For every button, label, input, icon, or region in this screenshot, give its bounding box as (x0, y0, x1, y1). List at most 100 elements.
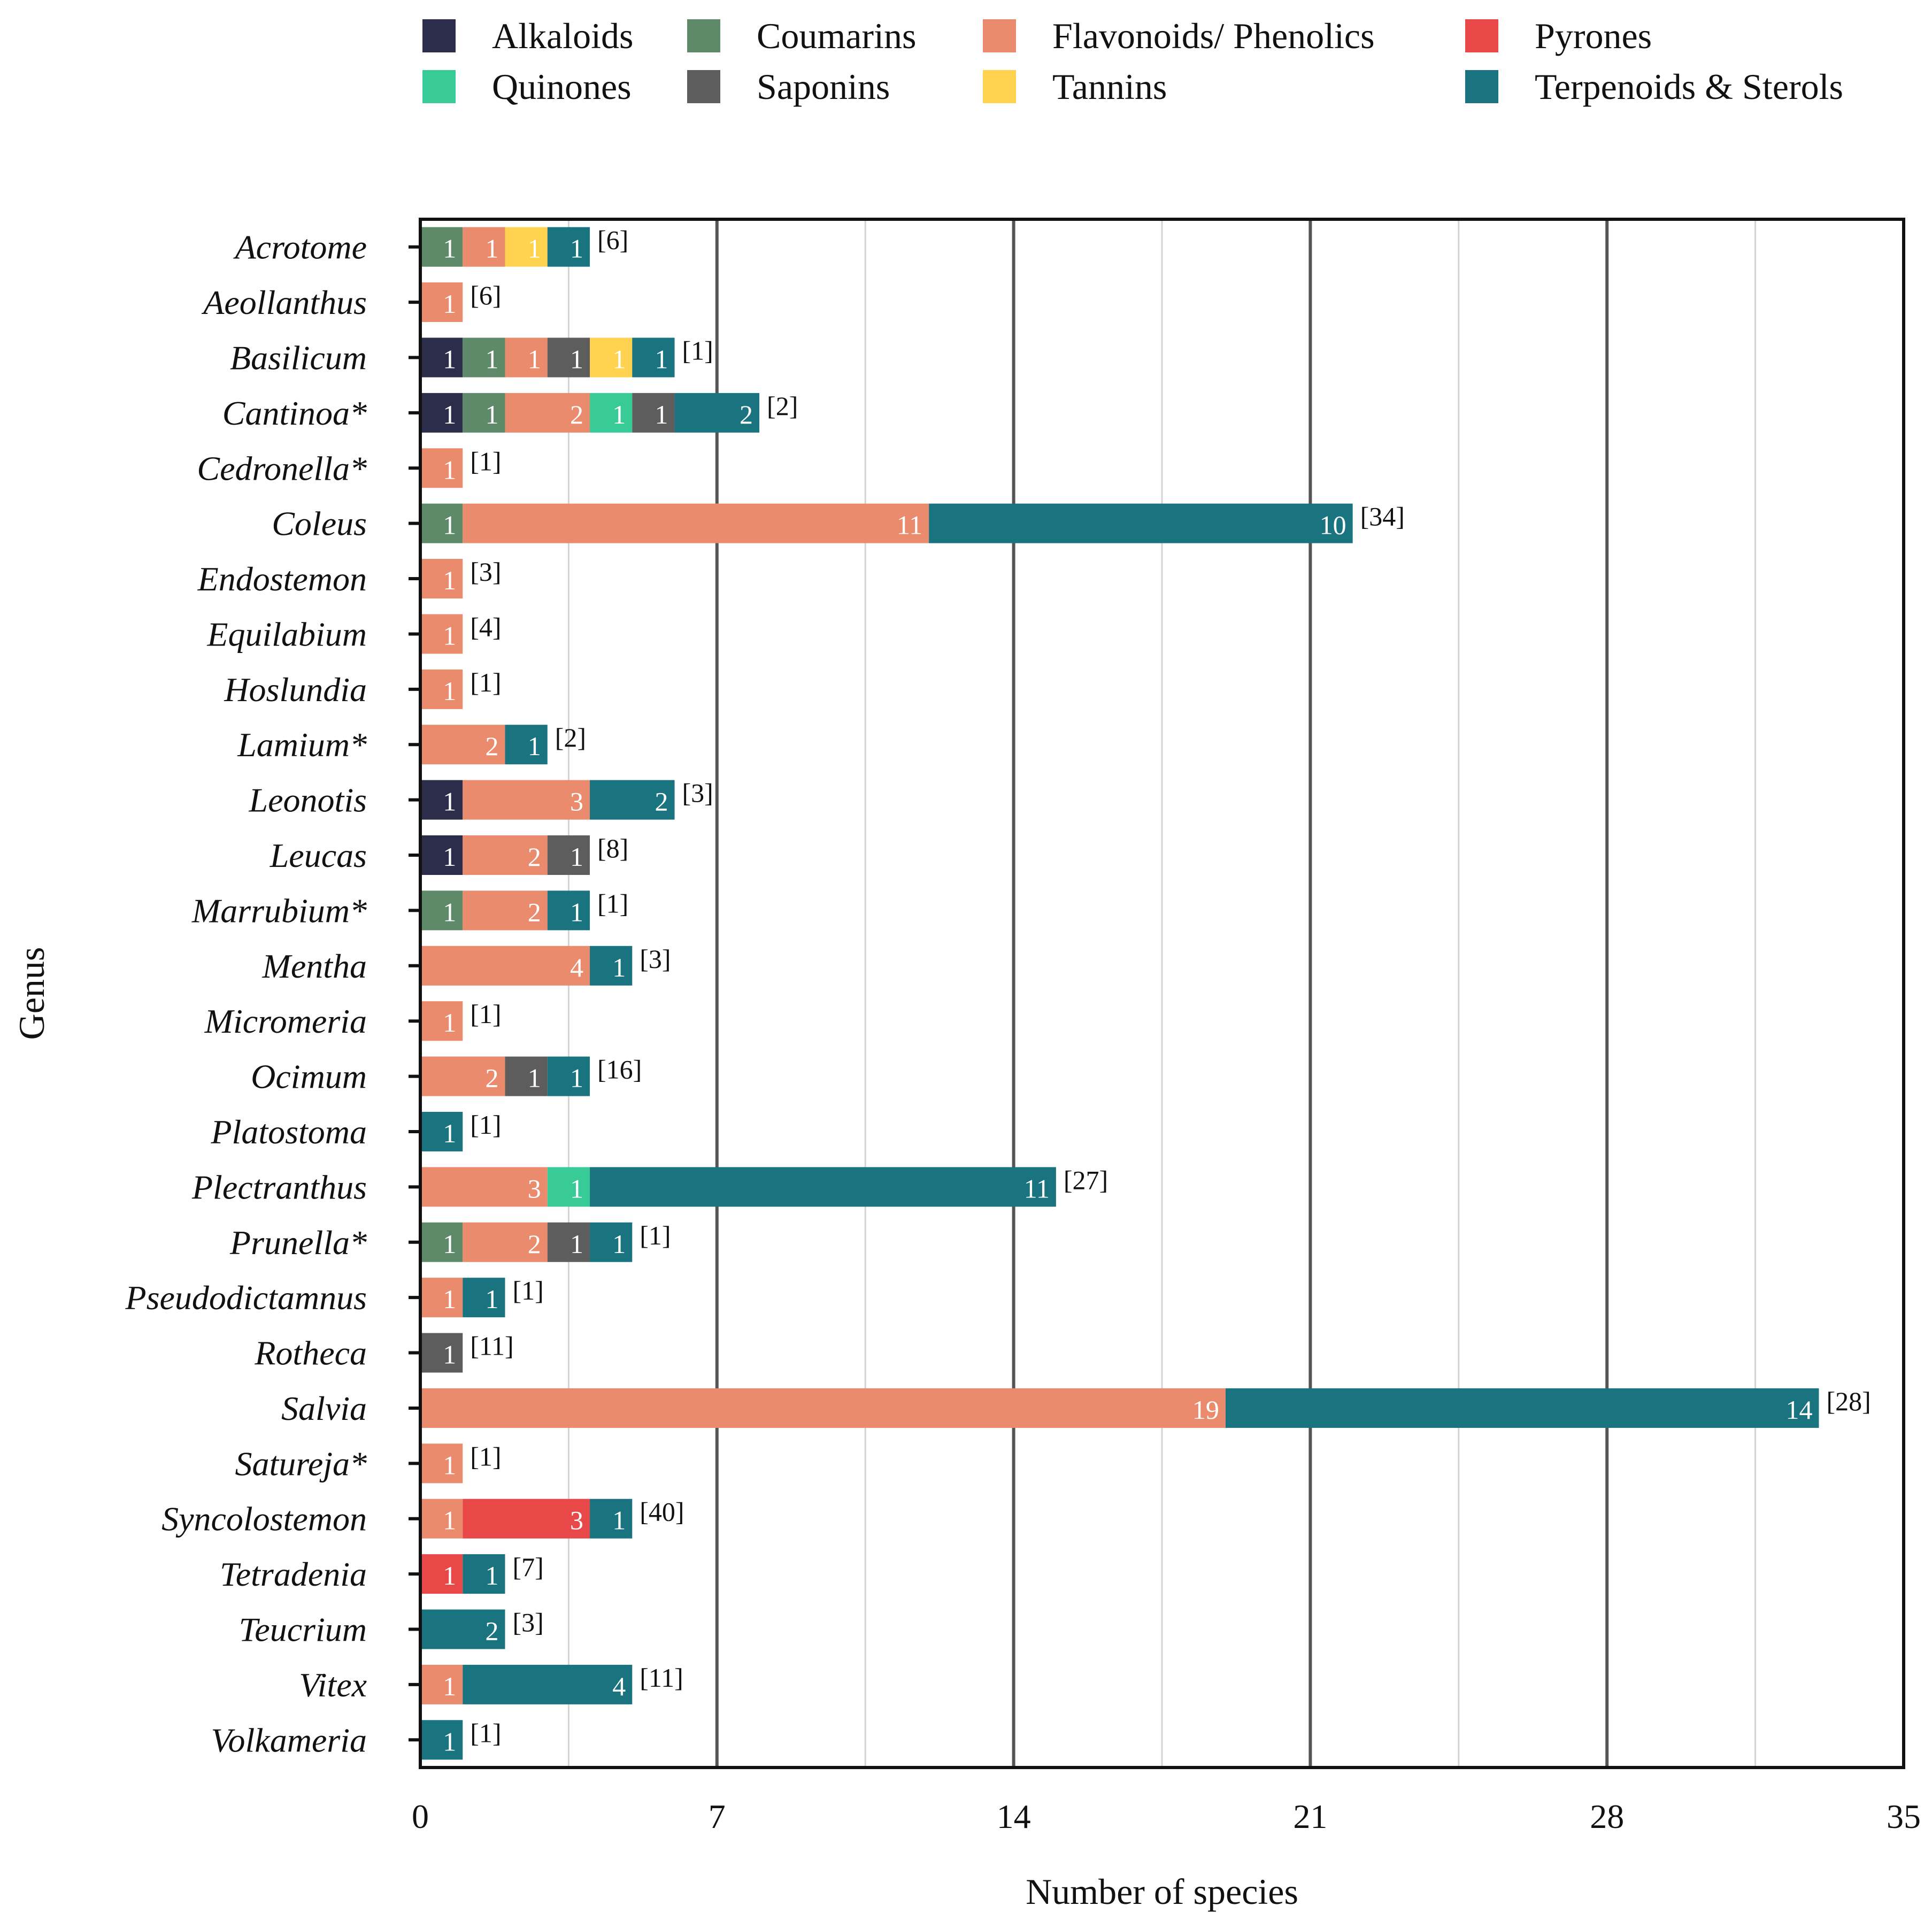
segment-value-label: 2 (528, 1229, 541, 1259)
legend-swatch (1465, 70, 1498, 103)
reference-label: [1] (682, 335, 713, 365)
segment-value-label: 1 (486, 1284, 499, 1314)
bar-segment-saponins (632, 393, 675, 433)
bar-segment-terpenoids-sterols (420, 1609, 505, 1649)
segment-value-label: 2 (486, 1063, 499, 1093)
segment-value-label: 2 (528, 842, 541, 872)
reference-label: [7] (513, 1552, 544, 1582)
bar-segment-terpenoids-sterols (463, 1664, 633, 1704)
legend-item-pyrones: Pyrones (1465, 16, 1652, 56)
x-tick-label: 0 (412, 1797, 429, 1835)
segment-value-label: 1 (443, 1505, 456, 1535)
y-tick-label-volkameria: Volkameria (211, 1721, 367, 1759)
segment-value-label: 1 (443, 1340, 456, 1370)
bar-segment-tannins (505, 227, 548, 267)
legend-label: Coumarins (757, 16, 916, 56)
bar-segment-flavonoids-phenolics (463, 227, 505, 267)
y-tick-label-acrotome: Acrotome (233, 228, 367, 266)
bar-row-tetradenia: 1 1 [7] (420, 1552, 544, 1594)
segment-value-label: 2 (740, 399, 753, 429)
bar-row-acrotome: 1 1 1 1 [6] (420, 225, 628, 267)
bar-segment-flavonoids-phenolics (420, 946, 590, 986)
bar-segment-coumarins (420, 1222, 463, 1262)
segment-value-label: 1 (443, 565, 456, 595)
x-tick-label: 7 (709, 1797, 726, 1835)
bar-segment-terpenoids-sterols (505, 725, 548, 765)
legend-swatch (983, 70, 1016, 103)
x-tick-label: 28 (1590, 1797, 1624, 1835)
y-tick-label-micromeria: Micromeria (204, 1002, 367, 1040)
segment-value-label: 1 (486, 399, 499, 429)
y-tick-label-satureja: Satureja* (235, 1444, 367, 1482)
reference-label: [1] (470, 1110, 501, 1140)
bar-segment-quinones (590, 393, 633, 433)
bar-row-teucrium: 2 [3] (420, 1608, 544, 1649)
segment-value-label: 3 (570, 787, 583, 817)
bar-segment-saponins (547, 835, 590, 875)
y-tick-label-equilabium: Equilabium (206, 615, 367, 653)
bar-segment-flavonoids-phenolics (420, 1056, 505, 1096)
segment-value-label: 11 (897, 510, 922, 540)
bar-row-cedronella: 1 [1] (420, 446, 502, 488)
y-tick-label-leonotis: Leonotis (249, 781, 367, 819)
legend-swatch (422, 19, 456, 52)
bar-row-aeollanthus: 1 [6] (420, 280, 502, 322)
bar-row-hoslundia: 1 [1] (420, 667, 502, 709)
bar-segment-terpenoids-sterols (632, 337, 675, 378)
bar-row-leonotis: 1 3 2 [3] (420, 778, 713, 820)
bar-row-coleus: 1 11 10 [34] (420, 502, 1405, 543)
y-tick-label-vitex: Vitex (299, 1666, 367, 1704)
reference-label: [34] (1360, 502, 1405, 532)
segment-value-label: 1 (443, 897, 456, 927)
segment-value-label: 1 (570, 234, 583, 264)
segment-value-label: 3 (528, 1173, 541, 1203)
bar-segment-flavonoids-phenolics (420, 1664, 463, 1704)
segment-value-label: 1 (486, 234, 499, 264)
reference-label: [1] (470, 1441, 501, 1471)
bar-segment-flavonoids-phenolics (420, 448, 463, 488)
bar-segment-flavonoids-phenolics (420, 669, 463, 709)
bar-segment-flavonoids-phenolics (463, 1222, 548, 1262)
segment-value-label: 1 (570, 1063, 583, 1093)
segment-value-label: 1 (443, 676, 456, 706)
reference-label: [3] (513, 1608, 544, 1638)
legend-swatch (422, 70, 456, 103)
bar-segment-flavonoids-phenolics (420, 1278, 463, 1318)
bar-row-micromeria: 1 [1] (420, 999, 502, 1041)
reference-label: [3] (640, 944, 671, 974)
y-tick-label-leucas: Leucas (270, 836, 367, 874)
bar-segment-pyrones (463, 1499, 590, 1539)
segment-value-label: 1 (443, 620, 456, 650)
legend-item-coumarins: Coumarins (687, 16, 916, 56)
y-tick-label-tetradenia: Tetradenia (220, 1555, 367, 1593)
segment-value-label: 1 (570, 1173, 583, 1203)
legend-label: Pyrones (1535, 16, 1652, 56)
legend-swatch (1465, 19, 1498, 52)
bar-segment-alkaloids (420, 337, 463, 378)
legend-label: Quinones (492, 66, 632, 107)
legend-label: Flavonoids/ Phenolics (1052, 16, 1375, 56)
bar-segment-terpenoids-sterols (590, 1499, 633, 1539)
bar-segment-terpenoids-sterols (547, 890, 590, 931)
y-tick-label-lamium: Lamium* (237, 726, 367, 764)
bar-row-basilicum: 1 1 1 1 1 1 [1] (420, 335, 713, 378)
y-tick-label-mentha: Mentha (262, 947, 367, 985)
bar-segment-flavonoids-phenolics (420, 1001, 463, 1041)
y-tick-label-ocimum: Ocimum (251, 1058, 367, 1096)
bar-row-volkameria: 1 [1] (420, 1718, 502, 1760)
x-tick-label: 21 (1293, 1797, 1327, 1835)
y-axis-title: Genus (11, 947, 52, 1040)
bar-segment-flavonoids-phenolics (420, 282, 463, 322)
bar-row-endostemon: 1 [3] (420, 557, 502, 599)
y-tick-label-aeollanthus: Aeollanthus (201, 283, 367, 321)
gridlines (567, 219, 1757, 1768)
segment-value-label: 1 (443, 1118, 456, 1148)
segment-value-label: 1 (570, 842, 583, 872)
bar-segment-flavonoids-phenolics (505, 393, 590, 433)
legend-label: Alkaloids (492, 16, 633, 56)
legend-item-quinones: Quinones (422, 66, 632, 107)
bar-row-prunella: 1 2 1 1 [1] (420, 1220, 671, 1262)
segment-value-label: 1 (655, 344, 668, 374)
bar-segment-coumarins (420, 227, 463, 267)
